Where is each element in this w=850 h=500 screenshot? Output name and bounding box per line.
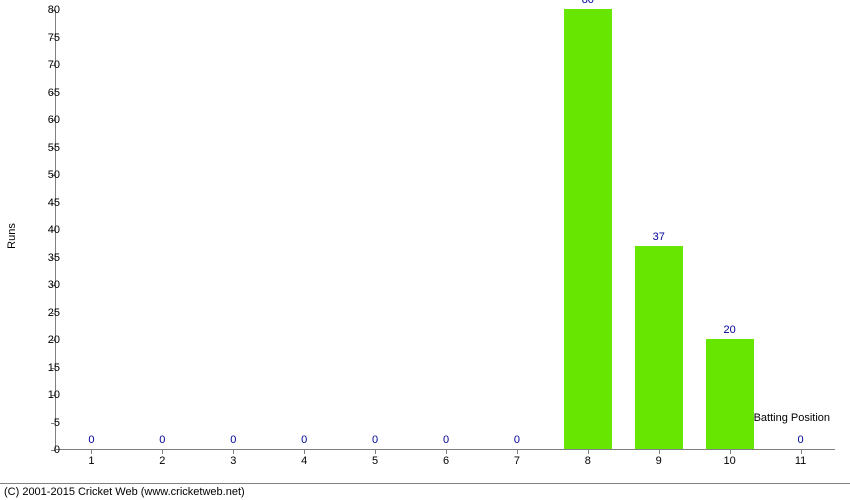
x-tick-label: 2 [147,455,177,467]
x-tick [659,449,660,454]
x-tick [162,449,163,454]
x-tick-label: 3 [218,455,248,467]
copyright-text: (C) 2001-2015 Cricket Web (www.cricketwe… [0,483,850,500]
x-tick [446,449,447,454]
bar-value-label: 0 [781,434,821,446]
y-tick-label: 65 [20,87,60,99]
x-tick [91,449,92,454]
y-tick-label: 75 [20,32,60,44]
x-tick [588,449,589,454]
bar-value-label: 0 [284,434,324,446]
x-tick-label: 8 [573,455,603,467]
y-tick-label: 10 [20,389,60,401]
x-tick-label: 5 [360,455,390,467]
bar-value-label: 0 [71,434,111,446]
y-tick-label: 30 [20,279,60,291]
x-tick [730,449,731,454]
y-tick-label: 25 [20,307,60,319]
y-tick-label: 40 [20,224,60,236]
y-tick-label: 70 [20,59,60,71]
bar-value-label: 20 [710,324,750,336]
y-tick-label: 80 [20,4,60,16]
bar-value-label: 0 [355,434,395,446]
x-tick [517,449,518,454]
y-tick-label: 0 [20,444,60,456]
x-tick [304,449,305,454]
y-tick-label: 60 [20,114,60,126]
x-tick-label: 4 [289,455,319,467]
bar [564,9,612,449]
bar [706,339,754,449]
y-tick-label: 5 [20,417,60,429]
plot-area: 102030405060708809371020110 [55,10,835,450]
bar-value-label: 0 [497,434,537,446]
bar [635,246,683,450]
x-tick-label: 9 [644,455,674,467]
bar-value-label: 0 [142,434,182,446]
x-tick-label: 7 [502,455,532,467]
x-tick-label: 1 [76,455,106,467]
y-tick-label: 55 [20,142,60,154]
bar-value-label: 37 [639,231,679,243]
bar-value-label: 0 [213,434,253,446]
y-tick-label: 45 [20,197,60,209]
bar-value-label: 80 [568,0,608,6]
x-tick [375,449,376,454]
x-tick-label: 6 [431,455,461,467]
y-axis-label: Runs [6,223,18,249]
y-tick-label: 20 [20,334,60,346]
x-tick-label: 11 [786,455,816,467]
bar-value-label: 0 [426,434,466,446]
x-axis-label: Batting Position [754,412,830,424]
y-tick-label: 15 [20,362,60,374]
chart-container: 102030405060708809371020110 [55,10,835,470]
x-tick [233,449,234,454]
y-tick-label: 50 [20,169,60,181]
y-tick-label: 35 [20,252,60,264]
x-tick [801,449,802,454]
x-tick-label: 10 [715,455,745,467]
